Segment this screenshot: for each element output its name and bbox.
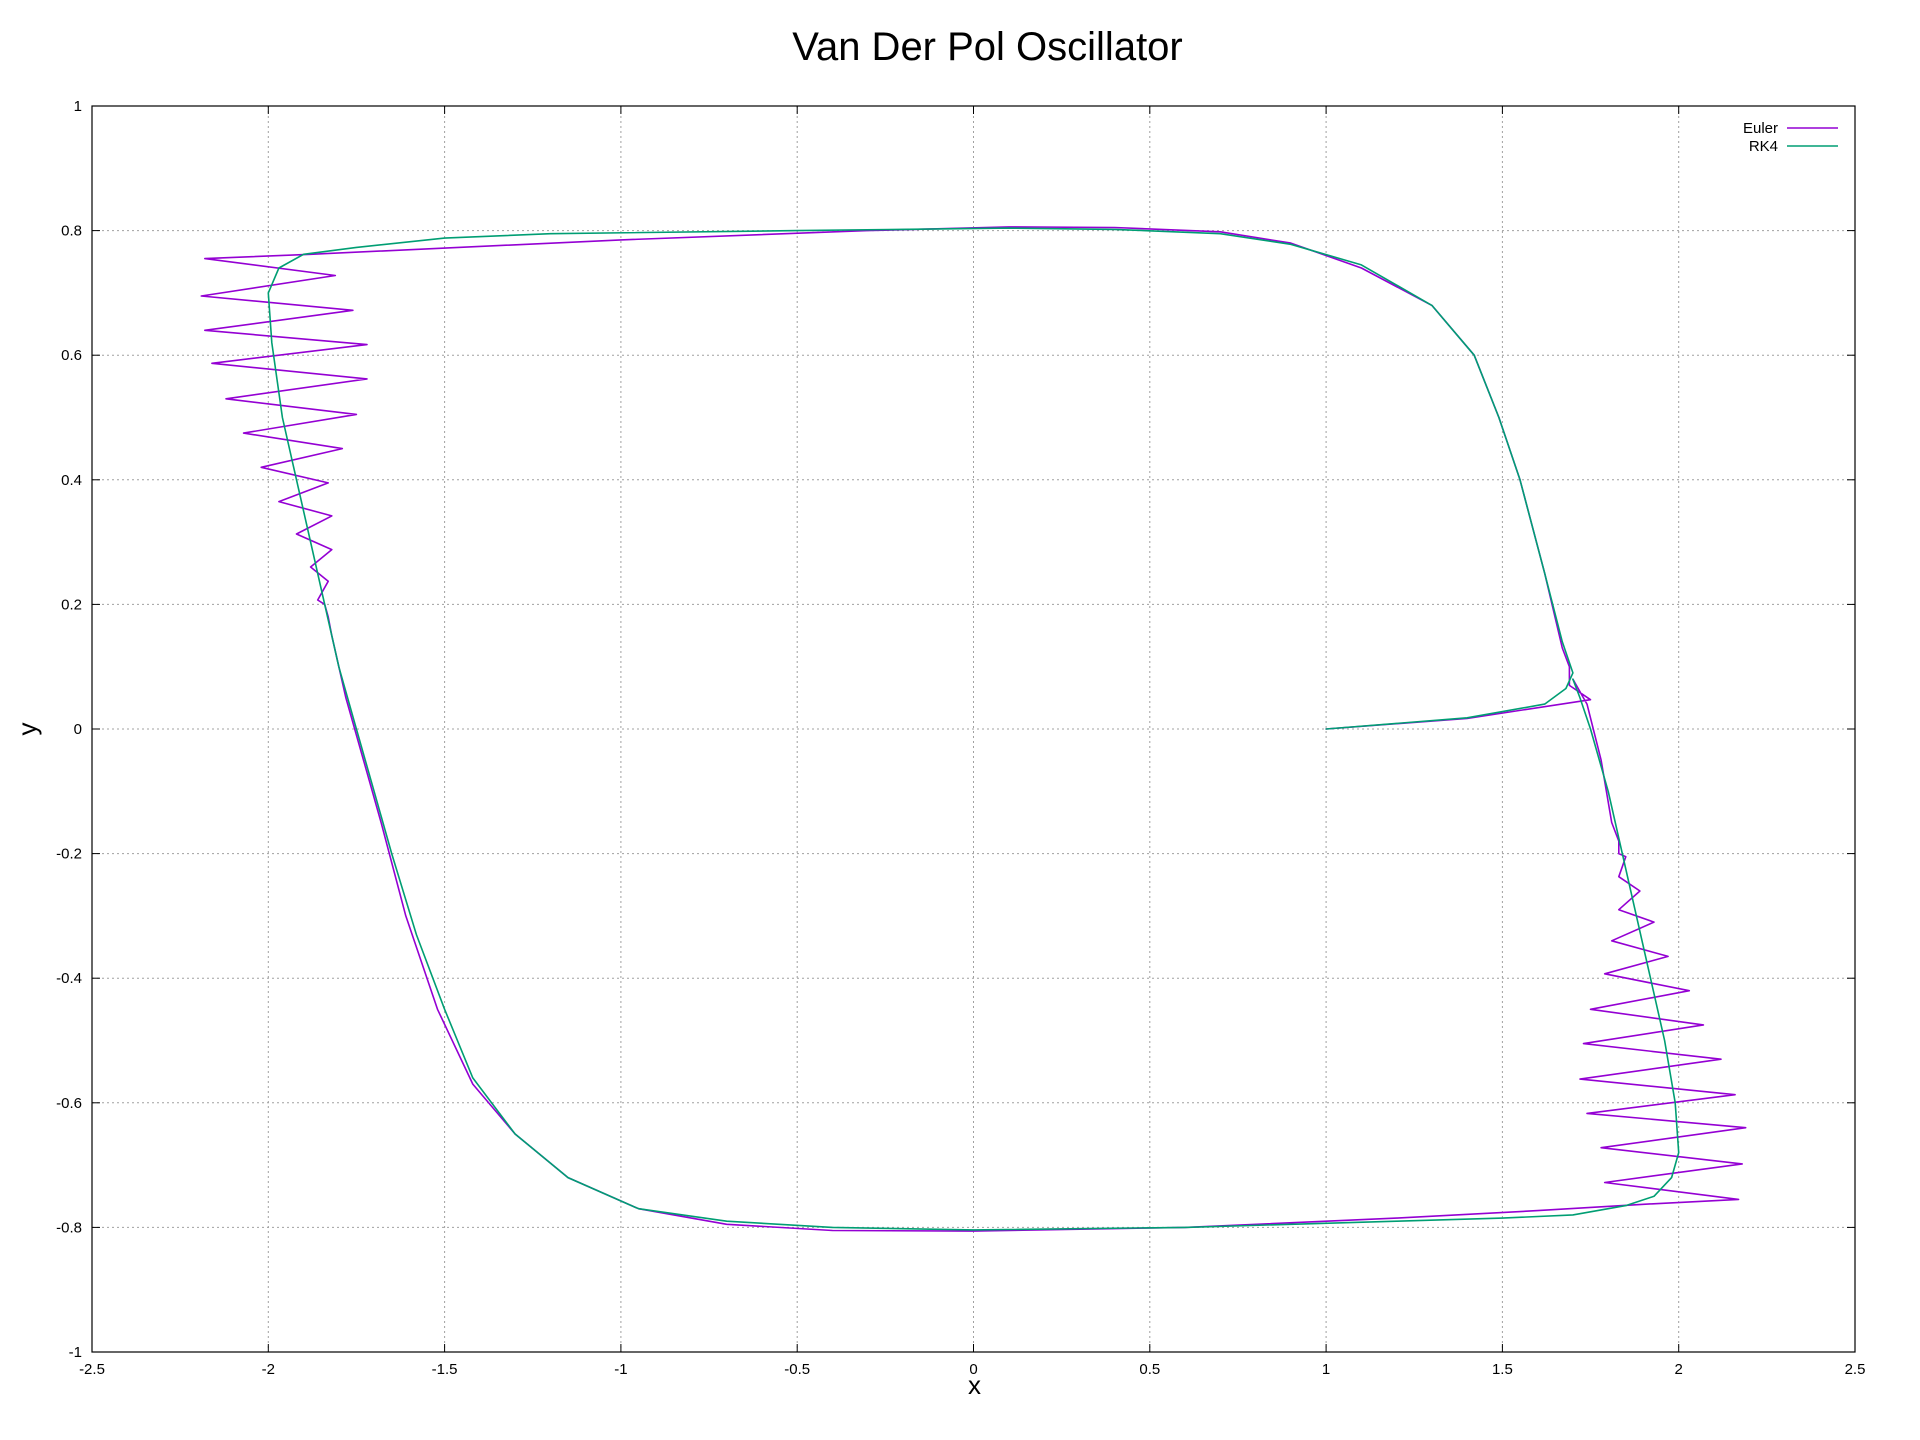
x-tick-label: -0.5 — [784, 1361, 810, 1378]
series — [200, 226, 1747, 1232]
x-tick-label: -2 — [262, 1361, 275, 1378]
x-tick-label: -2.5 — [79, 1361, 105, 1378]
y-tick-label: 0 — [74, 721, 82, 738]
y-tick-label: 0.6 — [61, 347, 82, 364]
x-tick-label: -1 — [614, 1361, 627, 1378]
y-tick-label: 0.2 — [61, 596, 82, 613]
x-tick-label: 1 — [1322, 1361, 1330, 1378]
series-line-rk4 — [267, 227, 1680, 1231]
y-axis-label: y — [12, 723, 42, 736]
chart-title: Van Der Pol Oscillator — [792, 25, 1183, 69]
y-tick-label: -0.6 — [56, 1095, 82, 1112]
y-tick-label: 1 — [74, 98, 82, 115]
x-tick-label: 2.5 — [1845, 1361, 1866, 1378]
y-tick-label: -0.4 — [56, 970, 82, 987]
ticks: -2.5 -2 -1.5 -1 -0.5 0 0.5 1 1.5 2 2.5 -1 -0.8 -0.6 -0… — [56, 98, 1865, 1378]
x-tick-label: 0.5 — [1139, 1361, 1160, 1378]
y-tick-label: -0.8 — [56, 1219, 82, 1236]
y-tick-label: 0.8 — [61, 223, 82, 240]
y-tick-label: -1 — [69, 1344, 82, 1361]
legend-label-euler: Euler — [1743, 120, 1778, 137]
x-axis-label: x — [968, 1370, 981, 1400]
x-tick-label: -1.5 — [432, 1361, 458, 1378]
x-tick-label: 0 — [969, 1361, 977, 1378]
x-tick-label: 2 — [1675, 1361, 1683, 1378]
y-tick-label: -0.2 — [56, 846, 82, 863]
x-tick-label: 1.5 — [1492, 1361, 1513, 1378]
grid — [92, 106, 1855, 1352]
y-tick-label: 0.4 — [61, 472, 82, 489]
legend-label-rk4: RK4 — [1749, 138, 1778, 155]
